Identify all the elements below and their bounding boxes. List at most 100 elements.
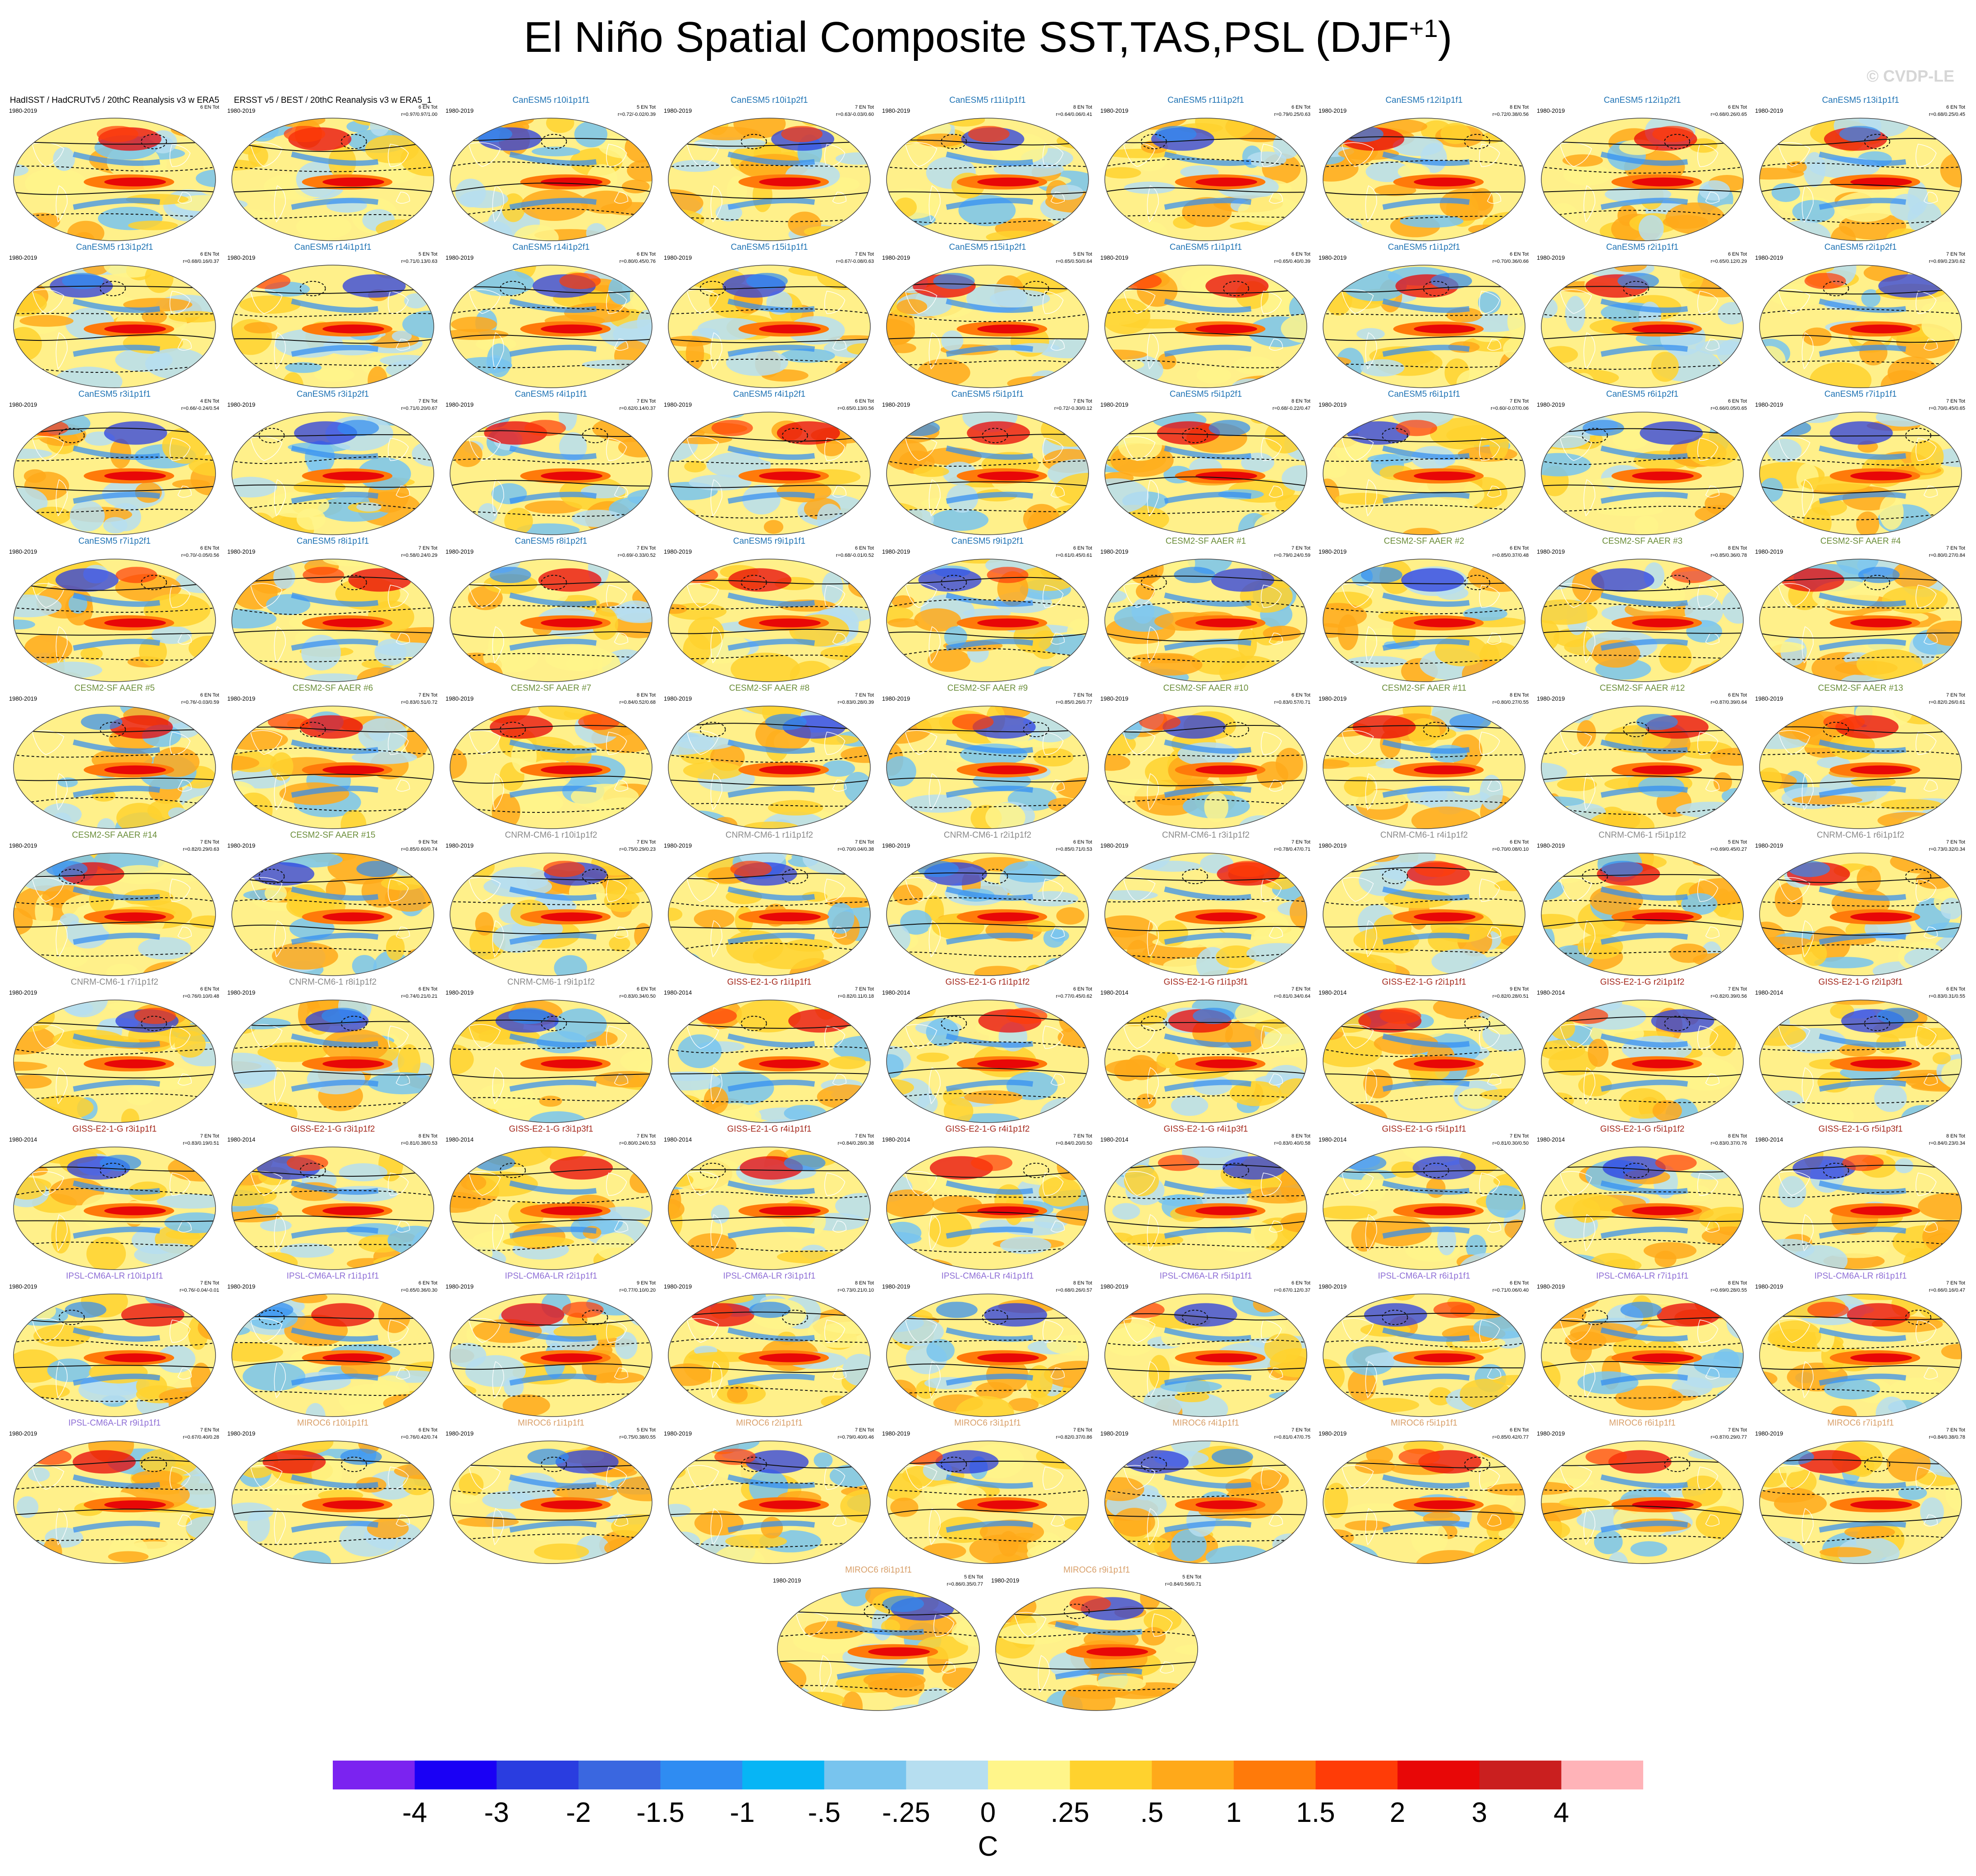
panel-correlations: r=0.69/0.28/0.55: [1710, 1288, 1747, 1293]
map-panel: CanESM5 r4i1p1f1 1980-2019 7 EN Tot r=0.62/…: [443, 390, 659, 538]
map-panel: CanESM5 r12i1p1f1 1980-2019 8 EN Tot r=0.72…: [1316, 96, 1532, 244]
panel-title: CNRM-CM6-1 r9i1p1f2: [507, 977, 595, 987]
panel-years: 1980-2019: [227, 695, 256, 702]
panel-map: [1759, 265, 1962, 388]
panel-event-count: 5 EN Tot: [964, 1574, 983, 1580]
panel-map: [231, 412, 434, 535]
map-panel: GISS-E2-1-G r5i1p1f1 1980-2014 7 EN Tot r=0…: [1316, 1124, 1532, 1273]
map-field: [1105, 1294, 1307, 1417]
panel-event-count: 8 EN Tot: [855, 1280, 874, 1286]
map-panel: CanESM5 r14i1p1f1 1980-2019 5 EN Tot r=0.71…: [225, 243, 441, 391]
panel-correlations: r=0.63/-0.03/0.60: [836, 112, 874, 117]
panel-event-count: 7 EN Tot: [1291, 839, 1310, 845]
panel-title: CanESM5 r3i1p2f1: [296, 390, 369, 399]
panel-years: 1980-2014: [882, 989, 910, 996]
panel-map: [1323, 1147, 1526, 1270]
panel-correlations: r=0.83/0.51/0.72: [401, 700, 437, 705]
map-panel: IPSL-CM6A-LR r4i1p1f1 1980-2019 8 EN Tot r=…: [879, 1271, 1096, 1420]
map-panel: CanESM5 r5i1p1f1 1980-2019 7 EN Tot r=0.72/…: [879, 390, 1096, 538]
panel-map: [13, 1293, 216, 1417]
map-field: [668, 412, 870, 535]
map-panel: CanESM5 r3i1p1f1 1980-2019 4 EN Tot r=0.66/…: [6, 390, 223, 538]
map-field: [1541, 412, 1743, 535]
panel-title: MIROC6 r8i1p1f1: [845, 1565, 912, 1575]
panel-title: GISS-E2-1-G r5i1p3f1: [1818, 1124, 1903, 1134]
colorbar-swatch: [1479, 1761, 1562, 1789]
colorbar-tick-label: 3: [1471, 1797, 1487, 1828]
panel-title: IPSL-CM6A-LR r5i1p1f1: [1159, 1271, 1252, 1281]
panel-map: [886, 706, 1089, 829]
map-panel: MIROC6 r6i1p1f1 1980-2019 7 EN Tot r=0.87/0…: [1534, 1418, 1751, 1567]
panel-title: CNRM-CM6-1 r1i1p1f2: [725, 830, 813, 840]
panel-title: GISS-E2-1-G r4i1p3f1: [1163, 1124, 1248, 1134]
panel-event-count: 7 EN Tot: [855, 986, 874, 992]
colorbar-swatch: [1315, 1761, 1398, 1789]
panel-event-count: 6 EN Tot: [637, 986, 656, 992]
panel-years: 1980-2014: [664, 1136, 692, 1143]
panel-correlations: r=0.72/-0.30/0.12: [1054, 406, 1092, 411]
panel-map: [1759, 412, 1962, 535]
panel-event-count: 6 EN Tot: [418, 105, 437, 110]
panel-grid: HadISST / HadCRUTv5 / 20thC Reanalysis v…: [6, 96, 1969, 1711]
map-panel: CanESM5 r11i1p1f1 1980-2019 8 EN Tot r=0.64…: [879, 96, 1096, 244]
panel-title: MIROC6 r3i1p1f1: [954, 1418, 1021, 1428]
colorbar-tick-label: -4: [402, 1797, 427, 1828]
panel-map: [886, 412, 1089, 535]
panel-map: [1759, 706, 1962, 829]
panel-event-count: 7 EN Tot: [200, 1427, 219, 1433]
colorbar-tick-label: -.25: [882, 1797, 930, 1828]
map-panel: CanESM5 r6i1p2f1 1980-2019 6 EN Tot r=0.66/…: [1534, 390, 1751, 538]
map-panel: CNRM-CM6-1 r2i1p1f2 1980-2019 6 EN Tot r=0.…: [879, 830, 1096, 979]
panel-map: [668, 1147, 871, 1270]
panel-map: [231, 1293, 434, 1417]
panel-title: CESM2-SF AAER #11: [1382, 683, 1466, 693]
map-panel: CNRM-CM6-1 r8i1p1f2 1980-2019 6 EN Tot r=0.…: [225, 977, 441, 1126]
panel-years: 1980-2019: [1319, 695, 1347, 702]
panel-years: 1980-2014: [1755, 1136, 1783, 1143]
panel-years: 1980-2019: [1537, 548, 1565, 555]
map-field: [14, 1294, 216, 1417]
map-panel: CanESM5 r2i1p1f1 1980-2019 6 EN Tot r=0.65/…: [1534, 243, 1751, 391]
panel-years: 1980-2014: [1537, 989, 1565, 996]
colorbar-swatch: [824, 1761, 906, 1789]
panel-years: 1980-2019: [1537, 107, 1565, 114]
panel-correlations: r=0.68/0.26/0.65: [1710, 112, 1747, 117]
colorbar-swatch: [1152, 1761, 1234, 1789]
panel-title: CanESM5 r5i1p2f1: [1169, 390, 1242, 399]
panel-map: [1541, 1000, 1744, 1123]
panel-correlations: r=0.71/0.13/0.63: [401, 259, 437, 264]
panel-years: 1980-2019: [1100, 548, 1129, 555]
panel-map: [450, 559, 653, 682]
panel-event-count: 7 EN Tot: [637, 839, 656, 845]
panel-years: 1980-2019: [1537, 1430, 1565, 1437]
map-panel: MIROC6 r3i1p1f1 1980-2019 7 EN Tot r=0.82/0…: [879, 1418, 1096, 1567]
panel-map: [886, 853, 1089, 976]
panel-map: [13, 706, 216, 829]
panel-event-count: 5 EN Tot: [1728, 839, 1747, 845]
map-field: [450, 1294, 652, 1417]
panel-years: 1980-2014: [1100, 1136, 1129, 1143]
panel-event-count: 7 EN Tot: [418, 546, 437, 551]
panel-correlations: r=0.68/-0.01/0.52: [836, 553, 874, 558]
panel-event-count: 6 EN Tot: [200, 693, 219, 698]
panel-event-count: 4 EN Tot: [200, 399, 219, 404]
panel-correlations: r=0.65/0.50/0.64: [1056, 259, 1092, 264]
panel-correlations: r=0.85/0.71/0.53: [1056, 847, 1092, 852]
map-field: [1541, 853, 1743, 976]
panel-correlations: r=0.85/0.26/0.77: [1056, 700, 1092, 705]
map-panel: CanESM5 r7i1p2f1 1980-2019 6 EN Tot r=0.70/…: [6, 537, 223, 685]
map-panel: CanESM5 r13i1p1f1 1980-2019 6 EN Tot r=0.68…: [1752, 96, 1969, 244]
map-field: [668, 265, 870, 388]
map-field: [450, 853, 652, 976]
panel-event-count: 7 EN Tot: [1946, 839, 1965, 845]
panel-event-count: 6 EN Tot: [1291, 105, 1310, 110]
panel-title: CESM2-SF AAER #8: [729, 683, 810, 693]
panel-event-count: 7 EN Tot: [1073, 1427, 1092, 1433]
map-panel: GISS-E2-1-G r5i1p1f2 1980-2014 8 EN Tot r=0…: [1534, 1124, 1751, 1273]
map-field: [232, 1294, 434, 1417]
panel-years: 1980-2019: [227, 254, 256, 261]
map-panel: GISS-E2-1-G r4i1p3f1 1980-2014 8 EN Tot r=0…: [1098, 1124, 1314, 1273]
panel-event-count: 6 EN Tot: [200, 546, 219, 551]
panel-title: IPSL-CM6A-LR r1i1p1f1: [286, 1271, 379, 1281]
colorbar-swatch: [1233, 1761, 1316, 1789]
